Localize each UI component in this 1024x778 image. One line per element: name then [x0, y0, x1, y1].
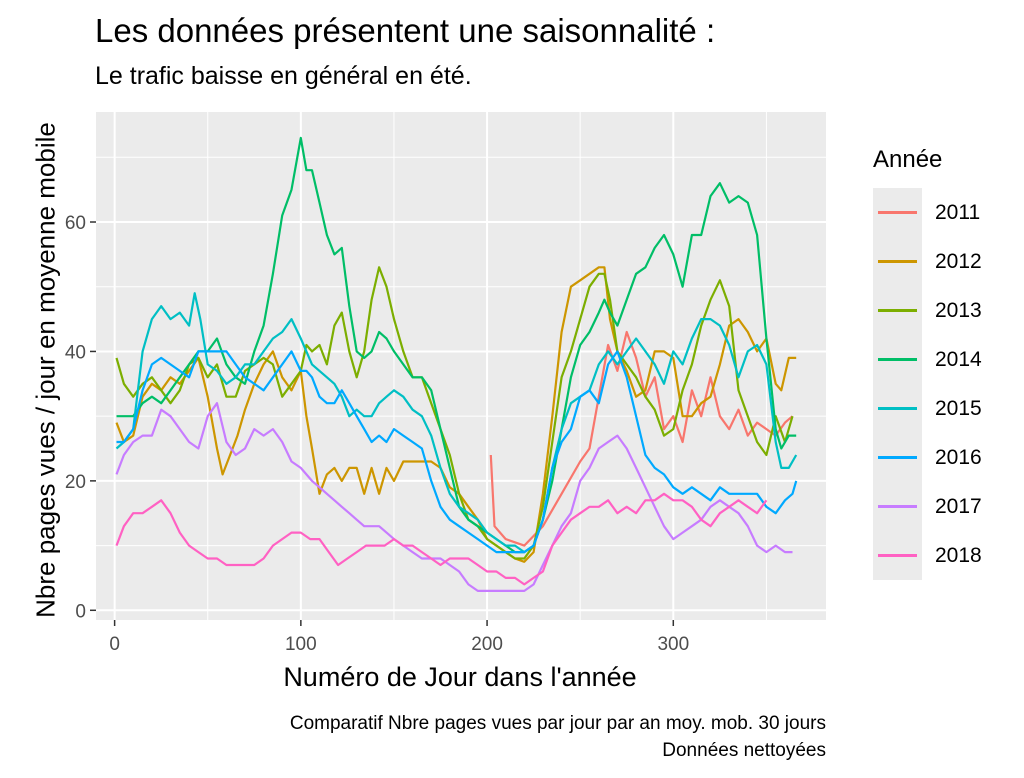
axis-ticks: 0 100 200 300 0 20 40 60 [65, 213, 689, 655]
legend-key [873, 237, 922, 286]
x-tick-label: 200 [471, 634, 503, 655]
x-tick-label: 0 [109, 634, 120, 655]
caption-line-2: Données nettoyées [662, 740, 826, 761]
legend-item-2015: 2015 [873, 384, 982, 433]
y-axis-label: Nbre pages vues / jour en moyenne mobile [30, 122, 61, 618]
series-line-2011 [489, 330, 794, 547]
legend-item-2012: 2012 [873, 237, 982, 286]
legend-items: 2011 2012 2013 2014 2015 2016 2017 2018 [873, 188, 982, 580]
x-tick-label: 100 [285, 634, 317, 655]
series-lines [115, 136, 798, 592]
series-line-2013 [115, 266, 794, 560]
chart-subtitle: Le trafic baisse en général en été. [95, 62, 472, 90]
legend-item-2017: 2017 [873, 482, 982, 531]
legend-key [873, 433, 922, 482]
caption-line-1: Comparatif Nbre pages vues par jour par … [289, 713, 826, 734]
legend-item-2013: 2013 [873, 286, 982, 335]
legend-label: 2011 [935, 200, 981, 224]
x-axis-label: Numéro de Jour dans l'année [283, 662, 637, 692]
caption: Comparatif Nbre pages vues par jour par … [290, 710, 826, 764]
legend-key [873, 335, 922, 384]
y-tick-label: 0 [75, 601, 86, 622]
series-line-2017 [115, 402, 793, 592]
legend-item-2016: 2016 [873, 433, 982, 482]
y-tick-label: 40 [65, 342, 86, 363]
x-tick-label: 300 [657, 634, 689, 655]
legend-key [873, 188, 922, 237]
series-line-2018 [115, 492, 768, 586]
legend-key [873, 286, 922, 335]
legend-item-2018: 2018 [873, 531, 982, 580]
legend-key [873, 384, 922, 433]
legend-key [873, 482, 922, 531]
legend-label: 2018 [935, 543, 982, 567]
legend-label: 2015 [935, 396, 982, 420]
legend-label: 2017 [935, 494, 982, 518]
legend-label: 2016 [935, 445, 982, 469]
series-line-2015 [115, 292, 798, 554]
legend-item-2011: 2011 [873, 188, 982, 237]
legend-key [873, 531, 922, 580]
y-tick-label: 60 [65, 213, 86, 234]
legend-label: 2014 [935, 347, 982, 371]
legend: Année 2011 2012 2013 2014 2015 2016 2017 2018 [873, 146, 982, 580]
legend-label: 2012 [935, 249, 982, 273]
y-tick-label: 20 [65, 472, 86, 493]
legend-label: 2013 [935, 298, 982, 322]
series-line-2016 [116, 350, 798, 554]
legend-title: Année [873, 146, 943, 173]
chart-title: Les données présentent une saisonnalité … [95, 12, 716, 49]
legend-item-2014: 2014 [873, 335, 982, 384]
